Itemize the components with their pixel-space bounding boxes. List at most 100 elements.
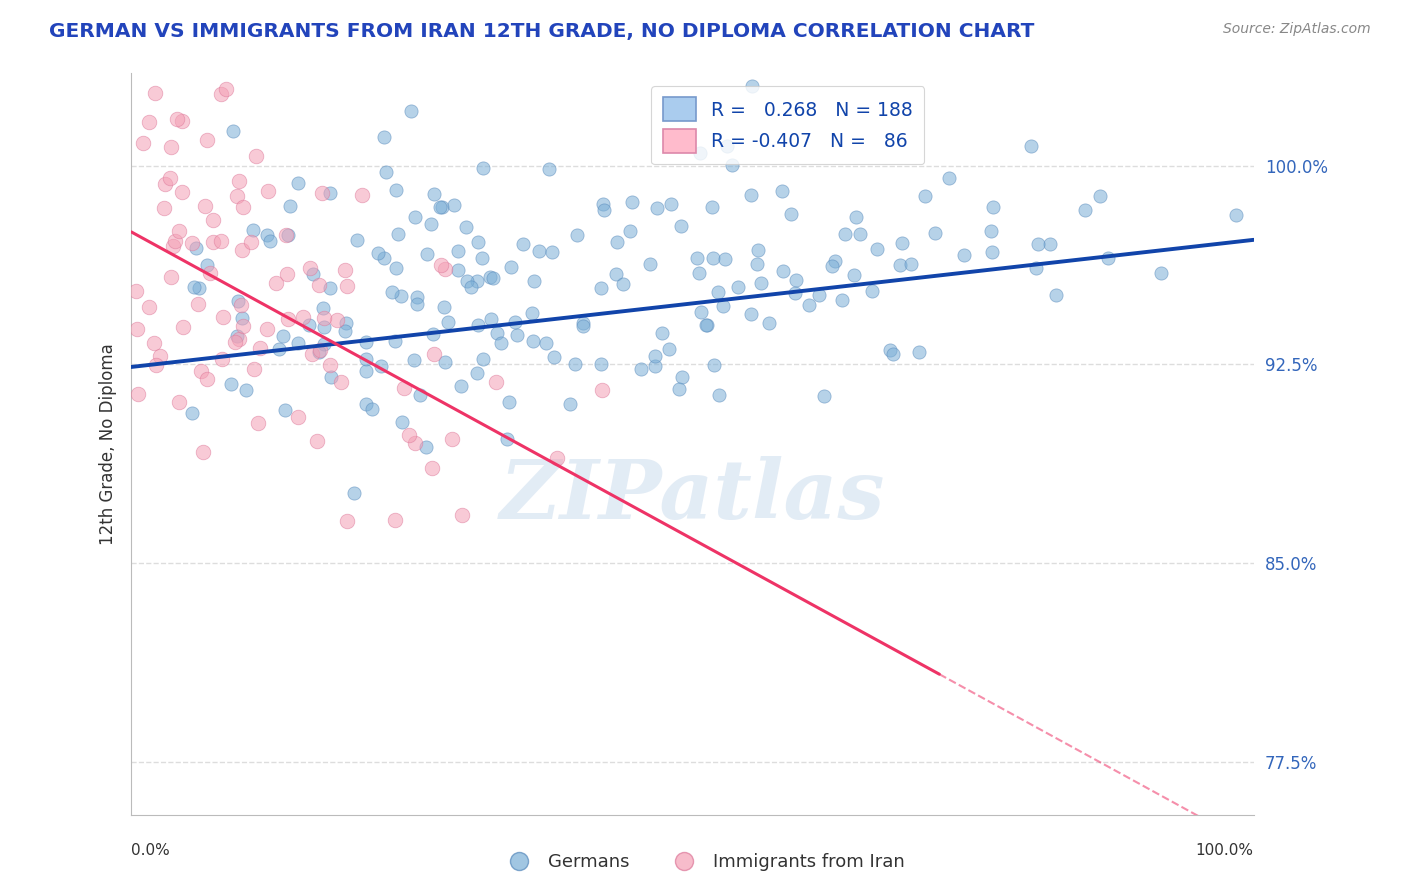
Point	[506, 327, 529, 342]
Point	[201, 235, 224, 249]
Point	[335, 316, 357, 330]
Point	[229, 298, 252, 312]
Point	[523, 274, 546, 288]
Point	[478, 269, 501, 284]
Point	[228, 332, 250, 346]
Point	[889, 258, 911, 272]
Point	[908, 345, 931, 359]
Point	[689, 304, 711, 318]
Point	[184, 241, 207, 255]
Point	[471, 251, 494, 265]
Point	[860, 284, 883, 298]
Point	[740, 188, 762, 202]
Point	[354, 334, 377, 349]
Point	[707, 388, 730, 402]
Point	[713, 252, 735, 267]
Point	[564, 357, 586, 371]
Point	[172, 186, 194, 200]
Point	[385, 260, 408, 275]
Point	[256, 322, 278, 336]
Point	[145, 358, 167, 372]
Point	[433, 261, 456, 276]
Point	[647, 201, 669, 215]
Point	[221, 124, 243, 138]
Point	[671, 369, 693, 384]
Point	[398, 427, 420, 442]
Point	[160, 140, 183, 154]
Point	[318, 358, 340, 372]
Point	[172, 319, 194, 334]
Point	[589, 281, 612, 295]
Point	[496, 432, 519, 446]
Point	[153, 178, 176, 192]
Point	[356, 351, 378, 366]
Point	[727, 279, 749, 293]
Point	[1026, 237, 1049, 252]
Point	[287, 177, 309, 191]
Point	[1045, 288, 1067, 302]
Point	[367, 246, 389, 260]
Point	[336, 279, 359, 293]
Point	[392, 381, 415, 395]
Point	[276, 228, 298, 243]
Point	[512, 237, 534, 252]
Point	[415, 440, 437, 454]
Point	[160, 269, 183, 284]
Point	[749, 276, 772, 290]
Point	[842, 268, 865, 282]
Point	[430, 201, 453, 215]
Point	[159, 170, 181, 185]
Point	[621, 195, 644, 210]
Point	[612, 277, 634, 291]
Point	[219, 377, 242, 392]
Point	[695, 318, 717, 332]
Point	[491, 336, 513, 351]
Point	[422, 347, 444, 361]
Point	[374, 165, 396, 179]
Point	[181, 236, 204, 251]
Point	[287, 335, 309, 350]
Point	[191, 444, 214, 458]
Point	[350, 188, 373, 202]
Point	[1225, 208, 1247, 222]
Point	[169, 394, 191, 409]
Point	[333, 262, 356, 277]
Point	[591, 384, 613, 398]
Point	[308, 278, 330, 293]
Point	[336, 514, 359, 528]
Point	[360, 401, 382, 416]
Point	[162, 239, 184, 253]
Point	[211, 310, 233, 325]
Point	[195, 133, 218, 147]
Point	[443, 197, 465, 211]
Point	[938, 171, 960, 186]
Point	[446, 244, 468, 259]
Point	[311, 186, 333, 200]
Point	[249, 341, 271, 355]
Point	[232, 318, 254, 333]
Point	[278, 198, 301, 212]
Point	[703, 358, 725, 372]
Point	[346, 233, 368, 247]
Point	[319, 186, 342, 201]
Point	[688, 267, 710, 281]
Point	[659, 196, 682, 211]
Point	[638, 257, 661, 271]
Point	[232, 200, 254, 214]
Point	[834, 227, 856, 241]
Point	[423, 186, 446, 201]
Point	[312, 301, 335, 316]
Point	[319, 281, 342, 295]
Point	[399, 104, 422, 119]
Point	[740, 307, 762, 321]
Point	[209, 234, 232, 248]
Point	[456, 274, 478, 288]
Point	[689, 146, 711, 161]
Point	[131, 136, 153, 151]
Point	[558, 397, 581, 411]
Point	[235, 384, 257, 398]
Point	[170, 114, 193, 128]
Point	[779, 207, 801, 221]
Point	[440, 432, 463, 446]
Point	[264, 276, 287, 290]
